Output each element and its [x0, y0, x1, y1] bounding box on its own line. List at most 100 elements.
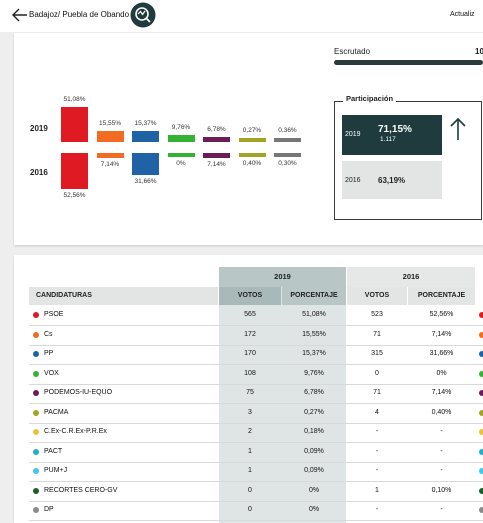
party-name: RECORTES CERO-GV	[44, 486, 118, 494]
escrutado-progress-bar	[334, 60, 483, 65]
top-bar: Badajoz/ Puebla de Obando Actualiz	[0, 0, 483, 32]
bar-2019	[61, 107, 88, 142]
table-group-2019: 2019	[274, 272, 291, 281]
participacion-2016-pct: 63,19%	[378, 176, 406, 185]
header-porcentaje-2019: PORCENTAJE	[290, 292, 338, 299]
col-2016-votos-header-bg	[347, 287, 407, 305]
cell-votos-2019: 3	[248, 408, 252, 416]
party-color-dot-cut	[479, 487, 483, 494]
cell-votos-2016: -	[375, 447, 379, 455]
cell-votos-2019: 0	[248, 506, 252, 513]
party-name: PODEMOS-IU-EQUO	[44, 389, 113, 396]
table-row[interactable]: DP 0 0% - -	[29, 500, 483, 521]
cell-votos-2016: -	[375, 428, 379, 435]
cell-porcentaje-2016: -	[440, 467, 443, 474]
header-candidaturas: CANDIDATURAS	[36, 292, 92, 299]
bar-2016	[132, 153, 159, 175]
header-porcentaje-2016: PORCENTAJE	[417, 292, 466, 299]
bar-2019	[274, 138, 301, 142]
cell-porcentaje-2019: 0%	[308, 486, 320, 494]
candidaturas-header-bg	[29, 287, 218, 305]
party-name: PP	[44, 350, 54, 357]
party-name: PACMA	[44, 408, 69, 416]
table-row[interactable]: PACT 1 0,09% - -	[29, 442, 483, 463]
party-color-dot	[33, 448, 39, 455]
cell-porcentaje-2016: -	[440, 447, 443, 455]
party-color-dot	[33, 331, 39, 338]
cell-votos-2019: 2	[248, 428, 252, 435]
header-votos-2016: VOTOS	[364, 292, 390, 299]
bar-2019-label: 0,27%	[242, 127, 262, 134]
bar-2016-label: 7,14%	[207, 160, 226, 168]
col-2019-background	[219, 267, 346, 523]
cell-votos-2016: 1	[375, 486, 379, 494]
cell-porcentaje-2019: 15,55%	[302, 330, 326, 338]
cell-porcentaje-2019: 15,37%	[302, 350, 326, 357]
cell-votos-2019: 172	[244, 330, 256, 338]
updated-label: Actualiz	[450, 11, 475, 18]
col-2016-pct-header-bg	[408, 287, 475, 305]
table-row[interactable]: PODEMOS-IU-EQUO 75 6,78% 71 7,14%	[29, 383, 483, 404]
table-row[interactable]: Cs 172 15,55% 71 7,14%	[29, 325, 483, 346]
party-name: VOX	[44, 369, 59, 377]
escrutado-value: 10	[475, 47, 483, 56]
cell-votos-2019: 170	[244, 350, 256, 357]
party-color-dot	[33, 429, 39, 435]
party-color-dot-cut	[479, 409, 483, 416]
party-color-dot-cut	[479, 429, 483, 435]
participacion-2019-count: 1.117	[380, 136, 396, 143]
bar-2019-label: 0,36%	[278, 127, 297, 134]
cell-porcentaje-2019: 0,18%	[304, 428, 324, 435]
party-color-dot	[33, 507, 39, 513]
bar-2019	[238, 138, 266, 142]
bar-2019-label: 15,37%	[134, 120, 157, 128]
table-row[interactable]: C.Ex-C.R.Ex-P.R.Ex 2 0,18% - -	[29, 422, 483, 443]
bar-2019-label: 15,55%	[98, 120, 122, 128]
cell-votos-2019: 75	[246, 389, 254, 396]
cell-votos-2019: 1	[248, 447, 252, 455]
cell-votos-2016: 4	[375, 408, 379, 416]
party-color-dot-cut	[479, 507, 483, 513]
participacion-2019-pct: 71,15%	[378, 124, 412, 135]
cell-porcentaje-2016: 52,56%	[429, 311, 454, 318]
cell-votos-2016: 0	[375, 369, 379, 377]
party-color-dot-cut	[479, 312, 483, 318]
cell-porcentaje-2016: 7,14%	[431, 330, 452, 338]
bar-2016	[274, 153, 301, 157]
participacion-2019-year: 2019	[345, 131, 361, 138]
party-color-dot	[33, 370, 39, 377]
party-name: Cs	[44, 330, 53, 338]
logo-icon[interactable]	[130, 2, 156, 28]
bar-2016-label: 7,14%	[100, 160, 120, 168]
participacion-2016: 2016 63,19%	[342, 161, 442, 199]
participacion-2019: 2019 71,15% 1.117	[342, 115, 442, 155]
table-row[interactable]: RECORTES CERO-GV 0 0% 1 0,10%	[29, 481, 483, 502]
cell-porcentaje-2019: 0%	[308, 506, 320, 513]
party-color-dot	[33, 390, 39, 396]
cell-votos-2016: 71	[373, 330, 381, 338]
arrow-up-icon	[450, 117, 466, 140]
breadcrumb[interactable]: Badajoz/ Puebla de Obando	[29, 10, 130, 19]
party-color-dot	[33, 312, 39, 318]
back-arrow-icon[interactable]	[12, 8, 28, 22]
table-row[interactable]: PSOE 565 51,08% 523 52,56%	[29, 305, 483, 326]
bar-2019	[203, 137, 230, 142]
party-color-dot-cut	[479, 468, 483, 474]
table-row[interactable]: PP 170 15,37% 315 31,66%	[29, 344, 483, 365]
party-color-dot-cut	[479, 370, 483, 377]
cell-porcentaje-2016: 0,40%	[431, 408, 452, 416]
escrutado-label: Escrutado	[334, 47, 371, 56]
party-name: PSOE	[44, 311, 64, 318]
col-2016-group-header-bg	[347, 267, 475, 287]
party-color-dot	[33, 487, 39, 494]
bar-2019	[96, 131, 124, 142]
table-row[interactable]: PUM+J 1 0,09% - -	[29, 461, 483, 482]
bar-2016	[203, 153, 230, 158]
bar-2016-label: 31,66%	[134, 177, 157, 185]
cell-votos-2019: 1	[248, 467, 252, 474]
party-color-dot-cut	[479, 331, 483, 338]
cell-votos-2016: 315	[371, 350, 383, 357]
col-2019-pct-header-bg	[282, 287, 346, 305]
table-row[interactable]: PACMA 3 0,27% 4 0,40%	[29, 403, 483, 424]
table-row[interactable]: VOX 108 9,76% 0 0%	[29, 364, 483, 385]
